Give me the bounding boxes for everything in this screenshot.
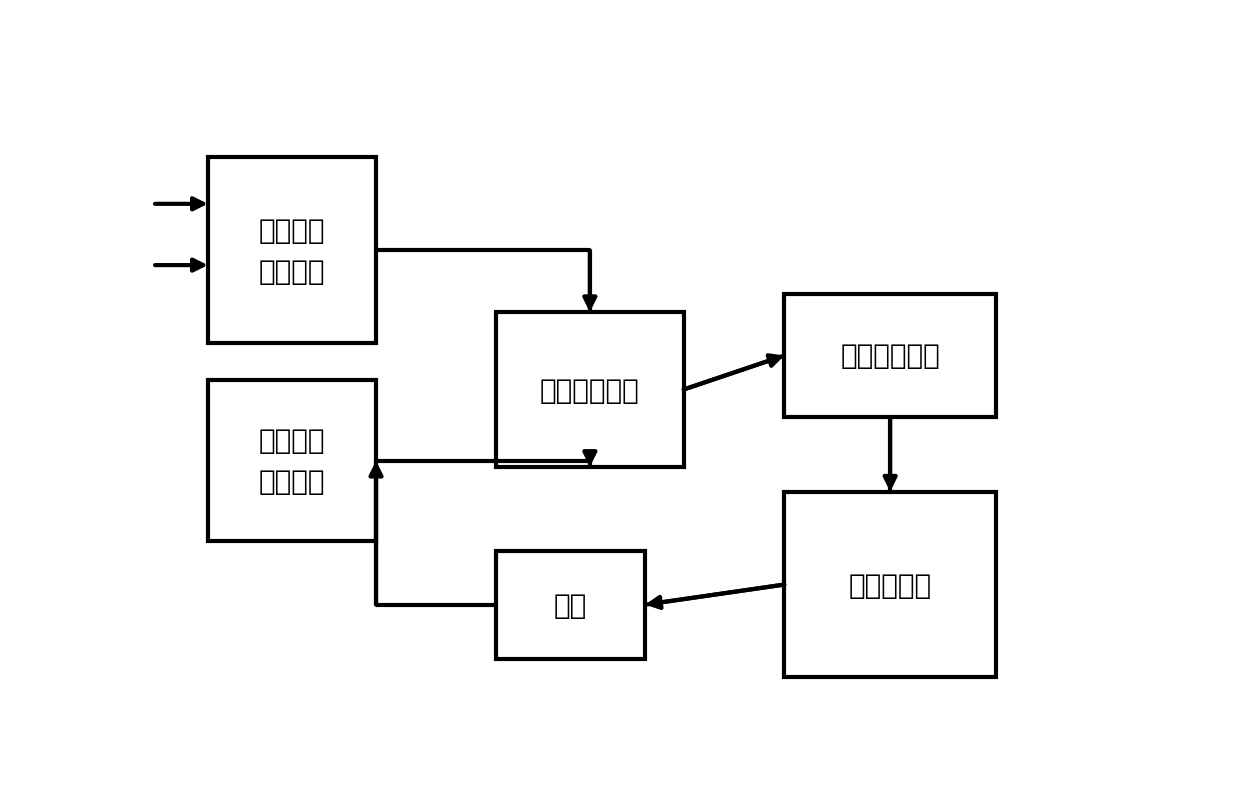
Text: 负载: 负载 (554, 591, 588, 619)
Bar (208, 381, 376, 541)
Bar (208, 158, 376, 344)
Text: 电流信号
输入电路: 电流信号 输入电路 (259, 216, 325, 286)
Bar (496, 312, 683, 467)
Bar (785, 294, 996, 418)
Text: 电流输出电路: 电流输出电路 (841, 342, 940, 370)
Bar (785, 492, 996, 678)
Text: 电流比较电路: 电流比较电路 (539, 376, 640, 404)
Text: 功率放大器: 功率放大器 (848, 571, 931, 599)
Bar (496, 551, 645, 659)
Text: 反馈电流
信号电路: 反馈电流 信号电路 (259, 426, 325, 495)
